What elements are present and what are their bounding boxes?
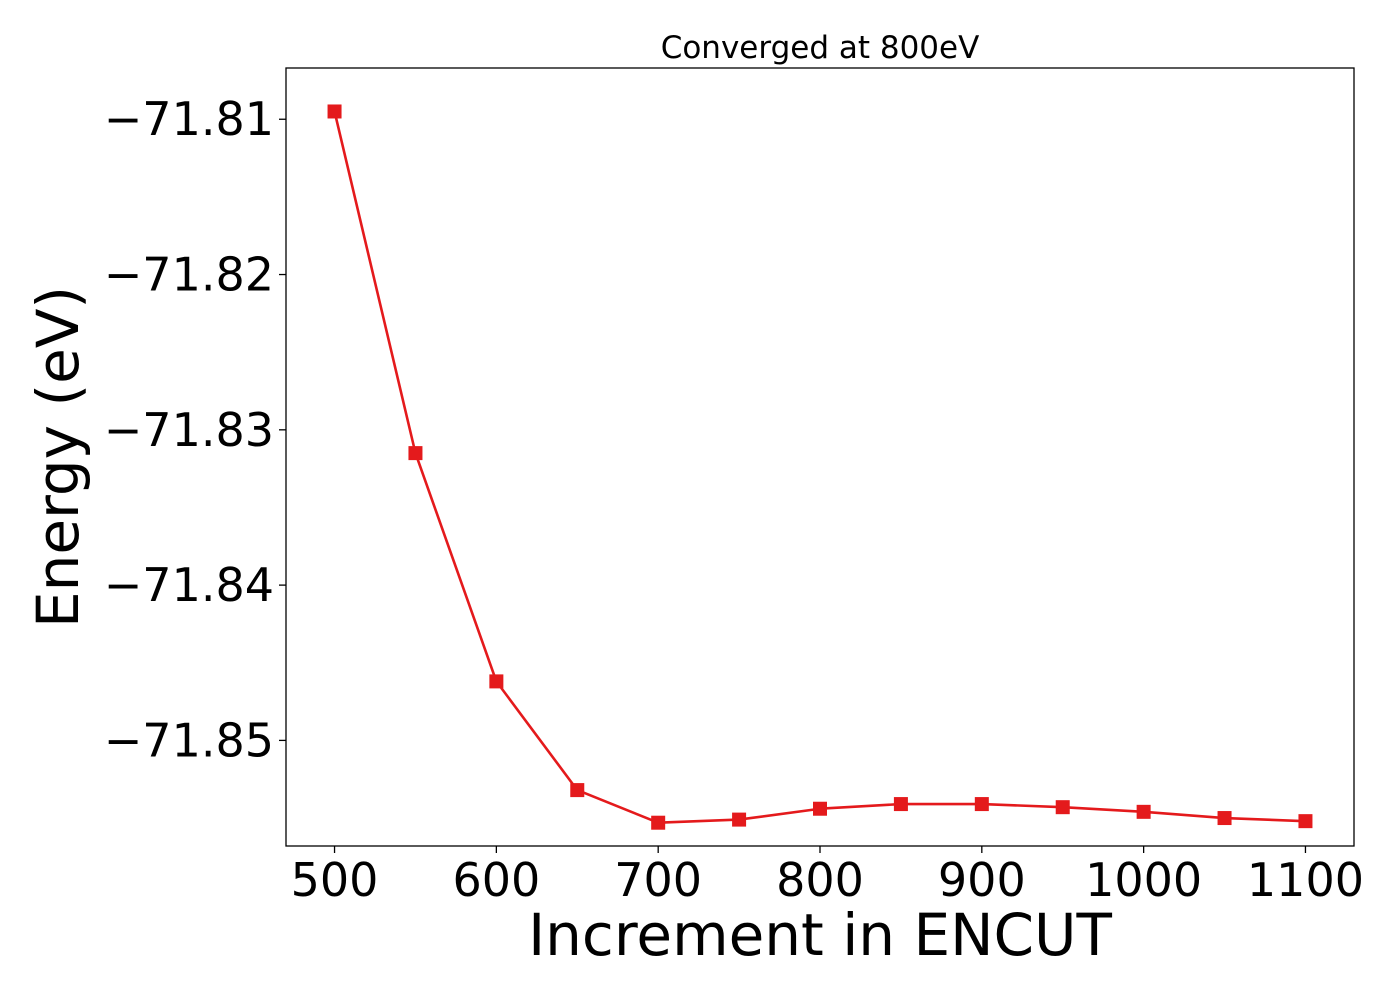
data-point <box>1055 800 1070 815</box>
data-point <box>408 446 423 461</box>
x-axis: 500 600 700 800 900 1000 1100 <box>291 846 1364 907</box>
data-point <box>570 783 585 798</box>
x-tick-label: 900 <box>938 853 1026 907</box>
data-point <box>813 801 827 816</box>
x-tick-label: 700 <box>614 853 702 907</box>
data-point <box>327 104 342 119</box>
data-point <box>1298 814 1313 829</box>
data-point <box>732 812 747 827</box>
x-tick-label: 800 <box>776 853 864 907</box>
data-point <box>893 797 908 812</box>
y-axis-label: Energy (eV) <box>24 286 92 628</box>
plot-area <box>285 67 1355 847</box>
y-axis: −71.81 −71.82 −71.83 −71.84 −71.85 <box>104 92 286 767</box>
y-tick-label: −71.81 <box>104 92 274 146</box>
y-tick-label: −71.82 <box>104 248 274 302</box>
x-tick-label: 600 <box>452 853 540 907</box>
data-point <box>974 797 989 812</box>
x-tick-label: 500 <box>291 853 379 907</box>
series-line <box>333 111 1306 825</box>
y-tick-label: −71.84 <box>104 558 274 612</box>
series-layer <box>327 104 1313 830</box>
x-tick-label: 1000 <box>1085 853 1202 907</box>
data-point <box>489 674 504 689</box>
chart-title: Converged at 800eV <box>661 30 980 66</box>
y-tick-label: −71.85 <box>104 713 274 767</box>
data-point <box>1136 804 1151 819</box>
data-point <box>1217 811 1232 826</box>
x-axis-label: Increment in ENCUT <box>528 901 1112 969</box>
x-tick-label: 1100 <box>1247 853 1364 907</box>
y-tick-label: −71.83 <box>104 403 274 457</box>
data-point <box>651 815 666 830</box>
